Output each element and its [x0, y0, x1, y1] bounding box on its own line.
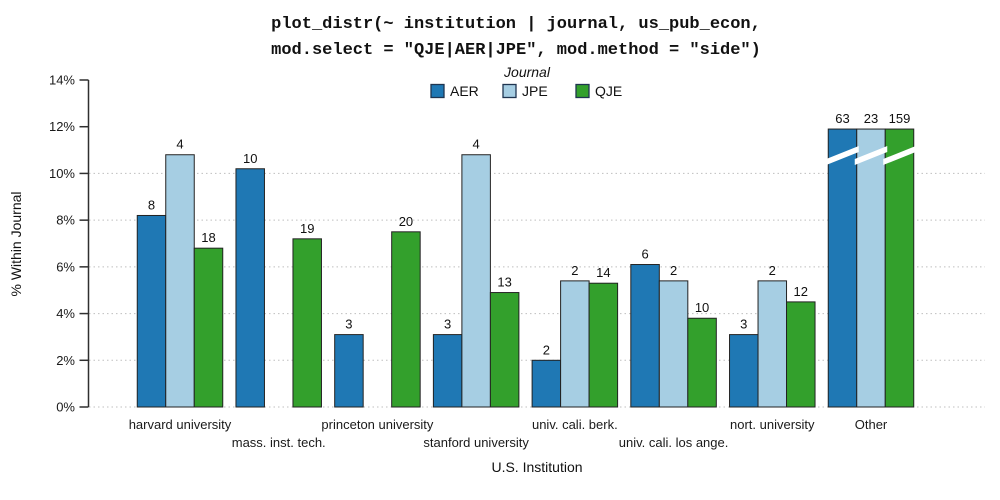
- bar-value-label: 8: [148, 197, 155, 212]
- legend-title: Journal: [503, 64, 551, 80]
- legend-swatch-jpe: [502, 83, 517, 99]
- legend-swatch-qje: [575, 83, 590, 99]
- bar-value-label: 63: [835, 111, 849, 126]
- bar-value-label: 3: [444, 317, 451, 332]
- axis-break-slash: [883, 146, 916, 165]
- bar-jpe-6: [658, 280, 689, 408]
- bar-value-label: 18: [201, 230, 215, 245]
- y-tick-label: 8%: [56, 213, 75, 228]
- bar-aer-2: [235, 168, 265, 408]
- y-tick-label: 10%: [49, 166, 75, 181]
- y-tick-label: 2%: [56, 353, 75, 368]
- bar-qje-5: [588, 282, 619, 408]
- bar-value-label: 20: [399, 214, 413, 229]
- bar-jpe-7: [757, 280, 788, 408]
- x-axis-title: U.S. Institution: [491, 459, 582, 475]
- bar-aer-6: [630, 264, 660, 408]
- x-category-label: univ. cali. berk.: [532, 417, 618, 432]
- x-category-label: univ. cali. los ange.: [619, 435, 729, 450]
- bar-value-label: 3: [740, 317, 747, 332]
- y-axis-layer: 0% 2% 4% 6% 8% 10% 12% 14%: [49, 73, 90, 415]
- bar-aer-3: [334, 334, 364, 408]
- bar-value-label: 19: [300, 221, 314, 236]
- legend-label-aer: AER: [450, 83, 479, 99]
- legend-label-jpe: JPE: [522, 83, 548, 99]
- bars-layer: [136, 128, 915, 408]
- bar-qje-6: [687, 317, 717, 408]
- bar-aer-1: [136, 214, 167, 408]
- bar-qje-7: [786, 301, 816, 408]
- bar-value-label: 4: [176, 137, 183, 152]
- bar-aer-8: [827, 128, 858, 408]
- legend-swatch-aer: [430, 83, 445, 99]
- bar-jpe-5: [560, 280, 590, 408]
- bar-value-label: 10: [695, 300, 709, 315]
- bar-qje-2: [292, 238, 322, 408]
- bar-value-label: 10: [243, 151, 257, 166]
- y-tick-label: 0%: [56, 400, 75, 415]
- bar-aer-5: [531, 359, 562, 408]
- bar-value-label: 12: [794, 284, 808, 299]
- bar-jpe-8: [856, 128, 886, 408]
- bar-value-label: 23: [864, 111, 878, 126]
- chart-title-line1: plot_distr(~ institution | journal, us_p…: [271, 15, 761, 34]
- y-axis-title: % Within Journal: [8, 191, 24, 296]
- x-category-label: nort. university: [730, 417, 815, 432]
- bar-aer-4: [432, 334, 463, 408]
- bar-value-label: 2: [769, 263, 776, 278]
- axis-break-slash: [826, 146, 859, 165]
- x-category-label: stanford university: [423, 435, 529, 450]
- bar-qje-4: [489, 292, 520, 408]
- bar-qje-1: [193, 247, 224, 408]
- legend-label-qje: QJE: [595, 83, 622, 99]
- bar-jpe-4: [461, 154, 491, 408]
- x-category-label: princeton university: [321, 417, 433, 432]
- y-tick-label: 12%: [49, 119, 75, 134]
- bar-value-label: 14: [596, 265, 610, 280]
- bar-value-label: 3: [345, 317, 352, 332]
- y-tick-label: 4%: [56, 306, 75, 321]
- bar-value-label: 4: [473, 137, 480, 152]
- y-tick-label: 6%: [56, 259, 75, 274]
- bar-value-label: 159: [889, 111, 911, 126]
- bar-qje-3: [391, 231, 421, 408]
- bar-value-label: 13: [497, 275, 511, 290]
- bar-value-label: 2: [543, 342, 550, 357]
- bar-jpe-1: [165, 154, 195, 408]
- chart-title-line2: mod.select = "QJE|AER|JPE", mod.method =…: [271, 41, 761, 60]
- x-category-label: mass. inst. tech.: [232, 435, 326, 450]
- bar-qje-8: [884, 128, 915, 408]
- y-tick-label: 14%: [49, 73, 75, 88]
- axis-break-slash: [854, 146, 888, 165]
- legend: AER JPE QJE: [430, 83, 622, 99]
- bar-value-label: 6: [641, 247, 648, 262]
- x-category-label: harvard university: [129, 417, 232, 432]
- bar-aer-7: [729, 334, 759, 408]
- bar-value-label: 2: [670, 263, 677, 278]
- axis-break-slashes-layer: [826, 146, 916, 165]
- x-category-label: Other: [855, 417, 888, 432]
- bar-value-label: 2: [571, 263, 578, 278]
